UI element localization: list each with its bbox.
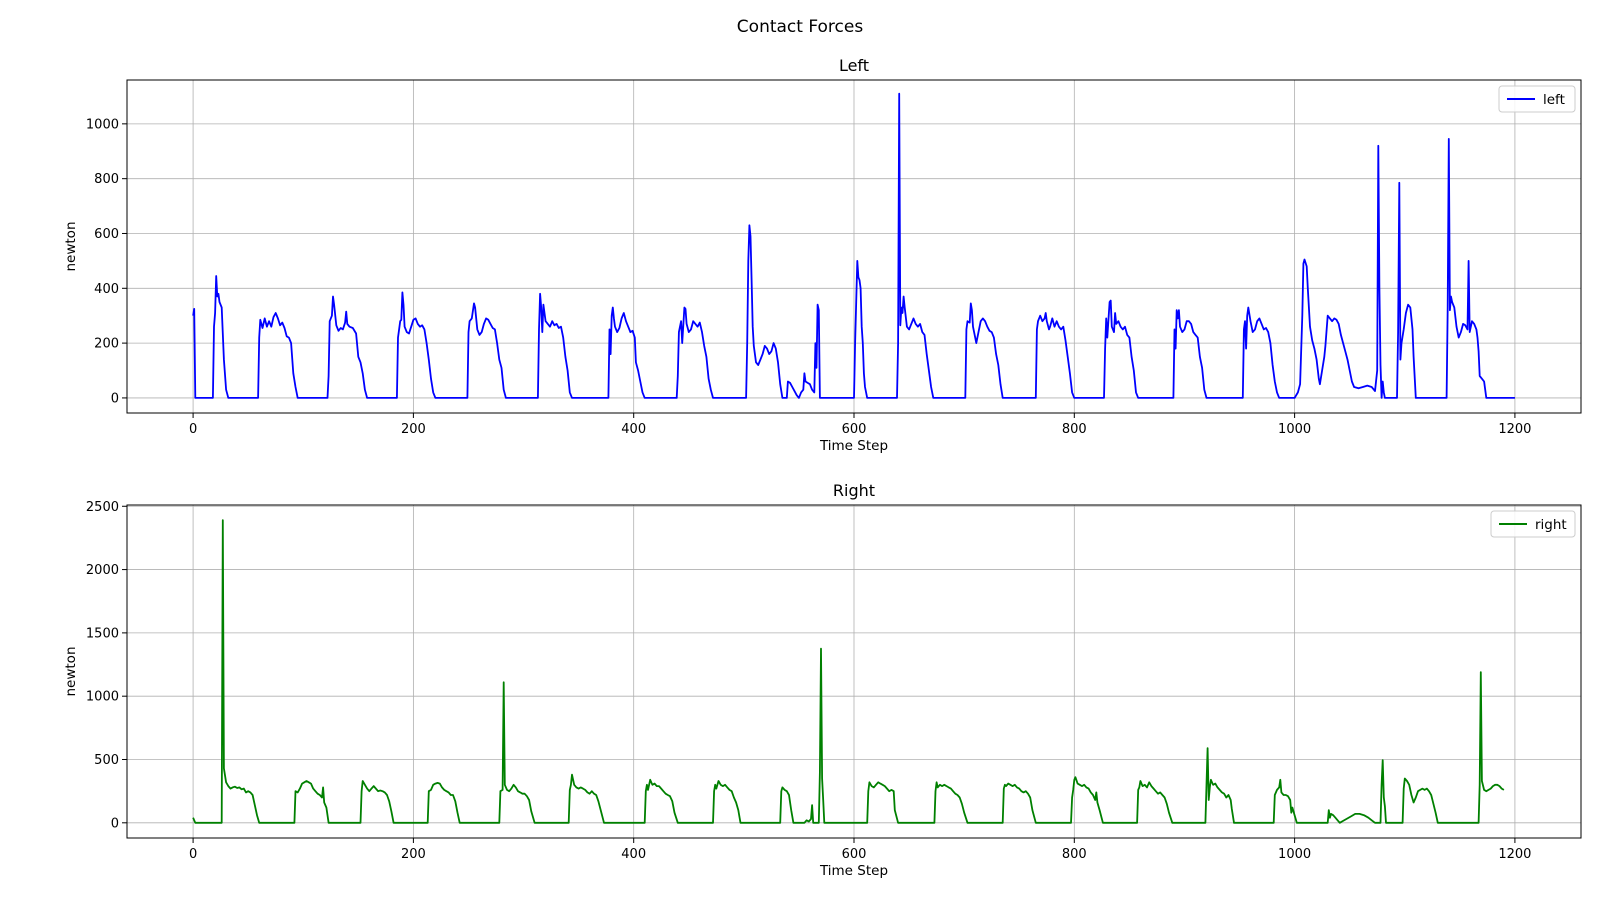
x-tick-label: 600 <box>842 847 867 862</box>
x-tick-label: 400 <box>621 422 646 437</box>
y-tick-label: 2500 <box>86 500 119 515</box>
y-tick-label: 400 <box>94 282 119 297</box>
series-line-left <box>192 92 1515 399</box>
x-tick-label: 200 <box>401 422 426 437</box>
x-tick-label: 1200 <box>1498 847 1531 862</box>
x-tick-label: 1000 <box>1278 422 1311 437</box>
y-tick-label: 800 <box>94 172 119 187</box>
y-tick-label: 2000 <box>86 563 119 578</box>
x-axis-label: Time Step <box>819 438 888 454</box>
right-force-chart: 0 200 400 600 800 1000 1200 0 500 1000 1500 2000 250… <box>63 481 1582 879</box>
chart-title: Right <box>833 481 875 500</box>
y-tick-label: 1000 <box>86 117 119 132</box>
legend-label: right <box>1535 517 1567 533</box>
legend-label: left <box>1543 92 1565 108</box>
x-tick-label: 800 <box>1062 847 1087 862</box>
y-tick-label: 200 <box>94 337 119 352</box>
y-tick-label: 0 <box>111 816 119 831</box>
y-axis-label: newton <box>63 221 79 271</box>
y-tick-label: 1500 <box>86 626 119 641</box>
x-axis-label: Time Step <box>819 863 888 879</box>
y-tick-label: 0 <box>111 391 119 406</box>
x-tick-label: 0 <box>189 422 197 437</box>
x-tick-label: 200 <box>401 847 426 862</box>
chart-title: Left <box>839 56 869 75</box>
x-tick-label: 600 <box>842 422 867 437</box>
legend-box <box>1490 510 1576 538</box>
legend: right <box>1490 510 1576 538</box>
figure-title: Contact Forces <box>737 17 864 37</box>
left-force-chart: 0 200 400 600 800 1000 1200 0 200 400 600 800 1000 Le… <box>63 56 1582 454</box>
y-tick-label: 1000 <box>86 690 119 705</box>
y-tick-label: 600 <box>94 227 119 242</box>
x-tick-label: 1000 <box>1278 847 1311 862</box>
series-line-right <box>192 519 1505 824</box>
y-tick-label: 500 <box>94 753 119 768</box>
legend: left <box>1498 85 1576 113</box>
x-tick-label: 1200 <box>1498 422 1531 437</box>
x-tick-label: 800 <box>1062 422 1087 437</box>
x-tick-label: 400 <box>621 847 646 862</box>
legend-box <box>1498 85 1576 113</box>
y-axis-label: newton <box>63 646 79 696</box>
x-tick-label: 0 <box>189 847 197 862</box>
